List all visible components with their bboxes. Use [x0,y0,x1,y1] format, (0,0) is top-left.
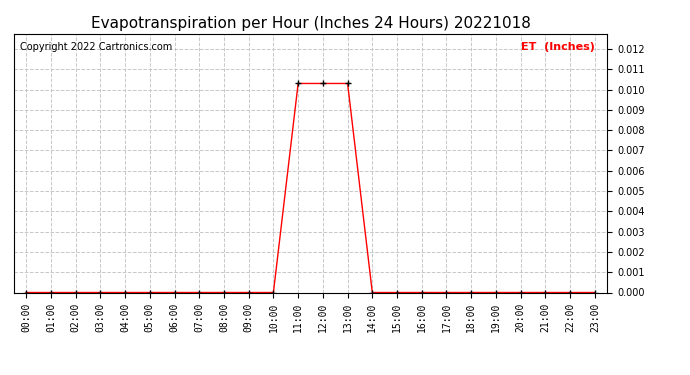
Title: Evapotranspiration per Hour (Inches 24 Hours) 20221018: Evapotranspiration per Hour (Inches 24 H… [90,16,531,31]
Text: ET  (Inches): ET (Inches) [522,42,595,51]
Text: Copyright 2022 Cartronics.com: Copyright 2022 Cartronics.com [20,42,172,51]
